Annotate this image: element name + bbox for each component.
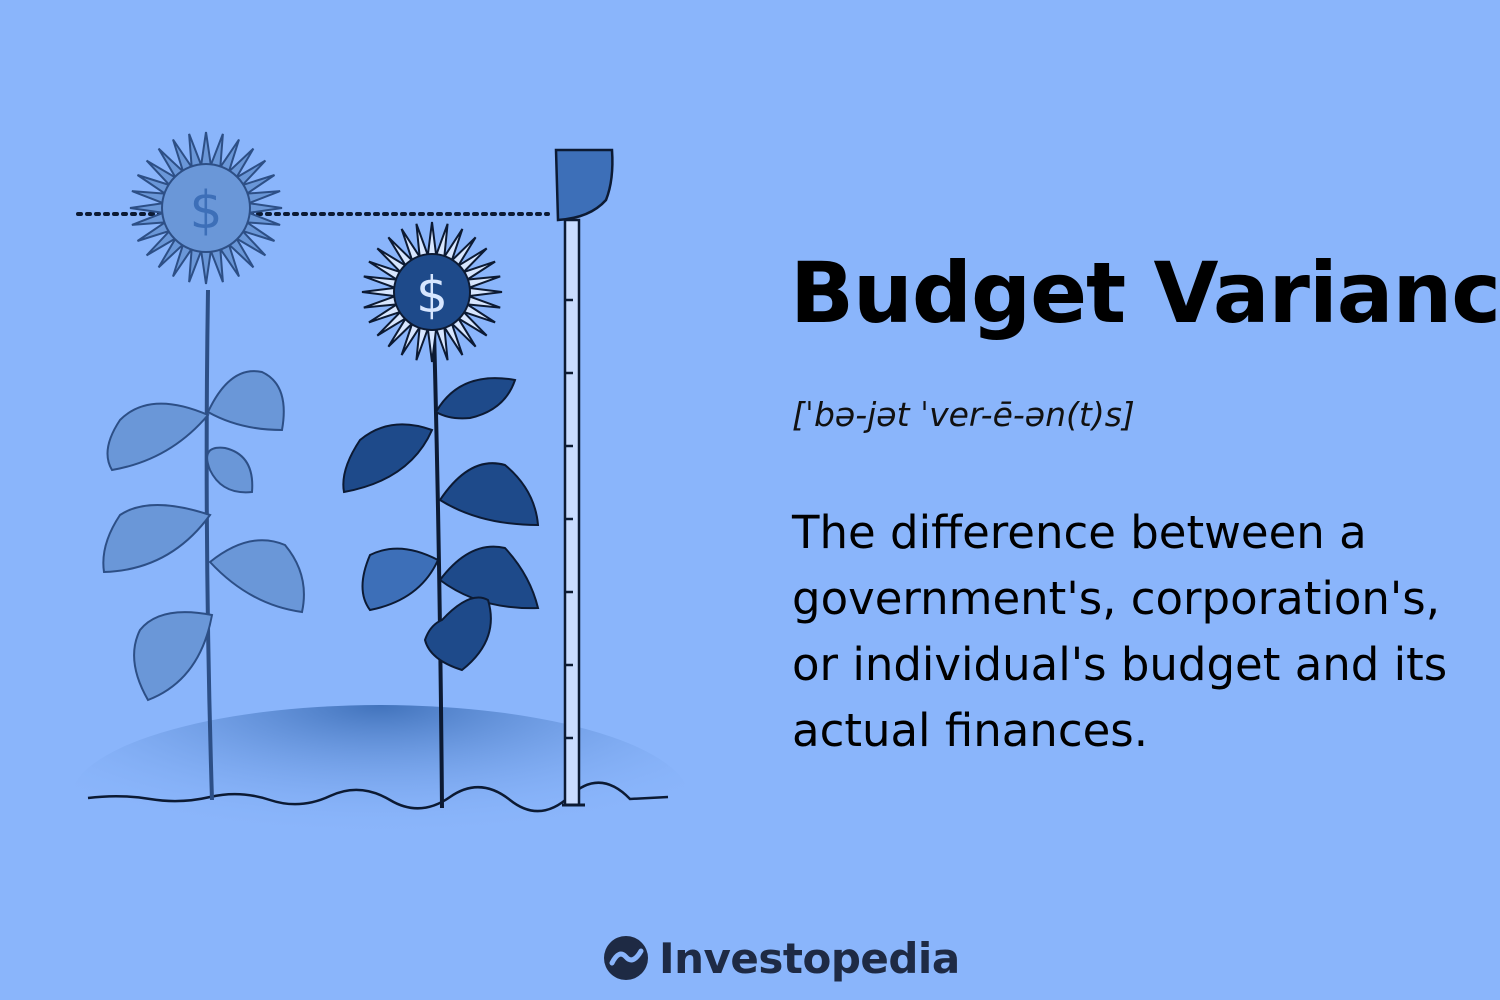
petal: [199, 131, 213, 168]
petal: [188, 246, 203, 283]
brand-name: Investopedia: [659, 933, 960, 983]
dollar-sign: $: [416, 266, 448, 324]
actual-sunflower: $: [342, 221, 540, 809]
petal: [209, 133, 224, 170]
petal: [244, 190, 281, 205]
brand-logo: Investopedia: [603, 930, 960, 986]
petal: [466, 286, 503, 298]
petal: [426, 221, 438, 258]
page-title: Budget Variance: [790, 244, 1500, 342]
sunflower-illustration: $ $: [70, 131, 690, 895]
budget-sunflower: $: [102, 131, 305, 801]
petal: [188, 133, 203, 170]
measuring-stick: [554, 148, 614, 807]
definition-text: The difference between a government's, c…: [792, 506, 1448, 757]
petal: [129, 201, 166, 215]
petal: [131, 190, 168, 205]
pronunciation: [ˈbə-jət ˈver-ē-ən(t)s]: [792, 395, 1135, 434]
petal: [209, 246, 224, 283]
petal: [199, 248, 213, 285]
soil: [70, 705, 690, 895]
dollar-sign: $: [189, 181, 222, 241]
petal: [361, 286, 398, 298]
investopedia-logo-icon: [604, 936, 648, 980]
petal: [246, 201, 283, 215]
